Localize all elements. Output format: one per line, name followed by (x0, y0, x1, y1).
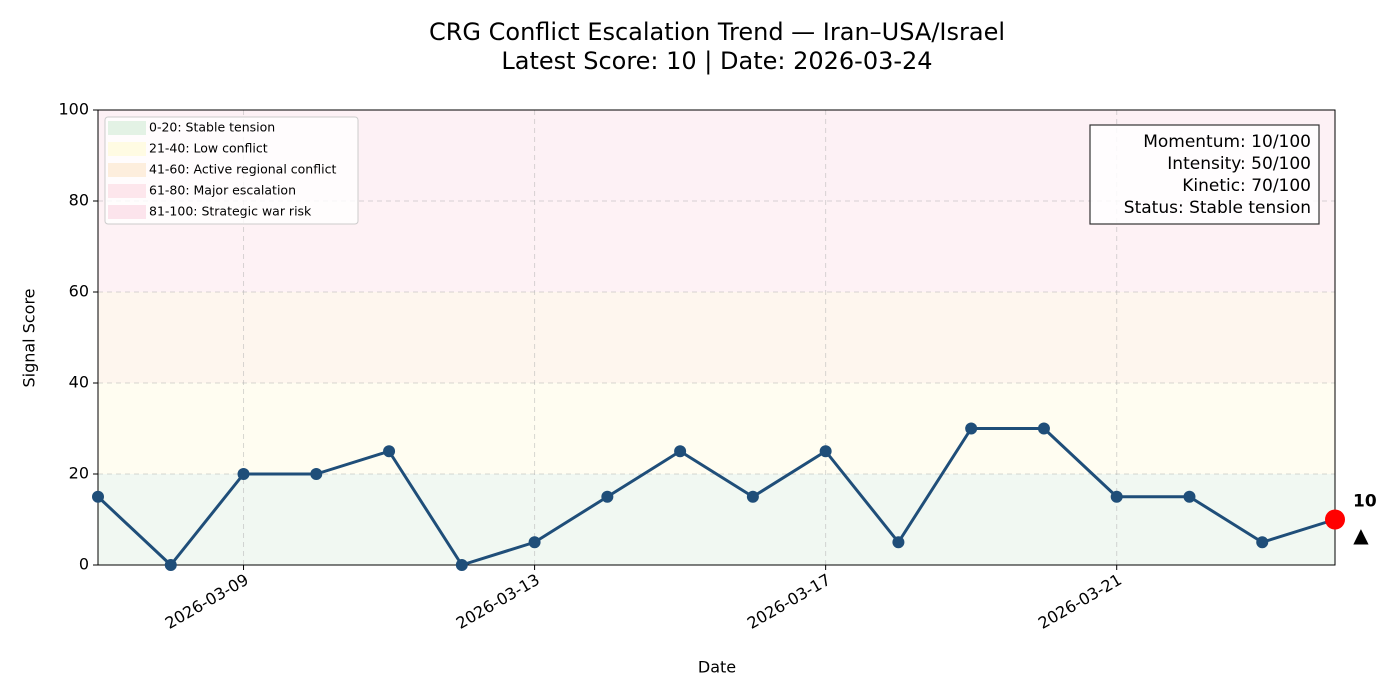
chart-subtitle: Latest Score: 10 | Date: 2026-03-24 (501, 47, 932, 75)
point (819, 445, 832, 458)
y-tick-label: 40 (69, 373, 89, 392)
x-tick-label: 2026-03-17 (744, 570, 834, 633)
point (1110, 490, 1123, 503)
trend-marker: ▲ (1353, 523, 1369, 547)
plot-frame (97, 109, 1336, 566)
point (237, 468, 250, 480)
y-tick-label: 60 (69, 282, 89, 301)
y-tick-label: 20 (69, 464, 89, 483)
legend-box (104, 116, 359, 225)
point (674, 445, 687, 458)
point (528, 536, 541, 549)
band (98, 474, 1335, 565)
info-line: Kinetic: 70/100 (1182, 176, 1311, 196)
x-tick-label: 2026-03-13 (453, 570, 543, 633)
x-axis-label: Date (698, 658, 736, 677)
point (965, 422, 978, 435)
legend-label: 81-100: Strategic war risk (149, 204, 312, 219)
y-tick-label: 100 (58, 100, 89, 119)
y-axis-label: Signal Score (20, 288, 39, 387)
info-line: Intensity: 50/100 (1167, 154, 1311, 174)
y-tick-label: 80 (69, 191, 89, 210)
legend-swatch (108, 163, 146, 177)
point (1256, 536, 1269, 549)
band (98, 292, 1335, 383)
info-line: Momentum: 10/100 (1143, 132, 1311, 152)
legend-swatch (108, 121, 146, 135)
band (98, 383, 1335, 474)
line (96, 427, 1336, 567)
latest-point (1325, 509, 1345, 530)
chart-title: CRG Conflict Escalation Trend — Iran–USA… (429, 18, 1005, 46)
x-tick-label: 2026-03-09 (162, 570, 252, 633)
point (892, 536, 905, 549)
x-tick-label: 2026-03-21 (1035, 570, 1125, 633)
legend-label: 41-60: Active regional conflict (149, 162, 336, 177)
point (746, 490, 759, 503)
latest-label: 10 (1353, 492, 1377, 512)
point (601, 490, 614, 503)
point (383, 445, 396, 458)
point (310, 468, 323, 480)
legend-swatch (108, 205, 146, 219)
info-box (1089, 124, 1320, 225)
legend-label: 21-40: Low conflict (149, 141, 268, 156)
info-line: Status: Stable tension (1124, 198, 1311, 218)
legend-swatch (108, 142, 146, 156)
point (455, 559, 468, 571)
point (92, 490, 104, 503)
legend-label: 61-80: Major escalation (149, 183, 296, 198)
point (1183, 490, 1196, 503)
y-tick-label: 0 (79, 555, 89, 574)
point (164, 559, 177, 571)
point (1037, 422, 1050, 435)
legend-label: 0-20: Stable tension (149, 120, 275, 135)
legend-swatch (108, 184, 146, 198)
